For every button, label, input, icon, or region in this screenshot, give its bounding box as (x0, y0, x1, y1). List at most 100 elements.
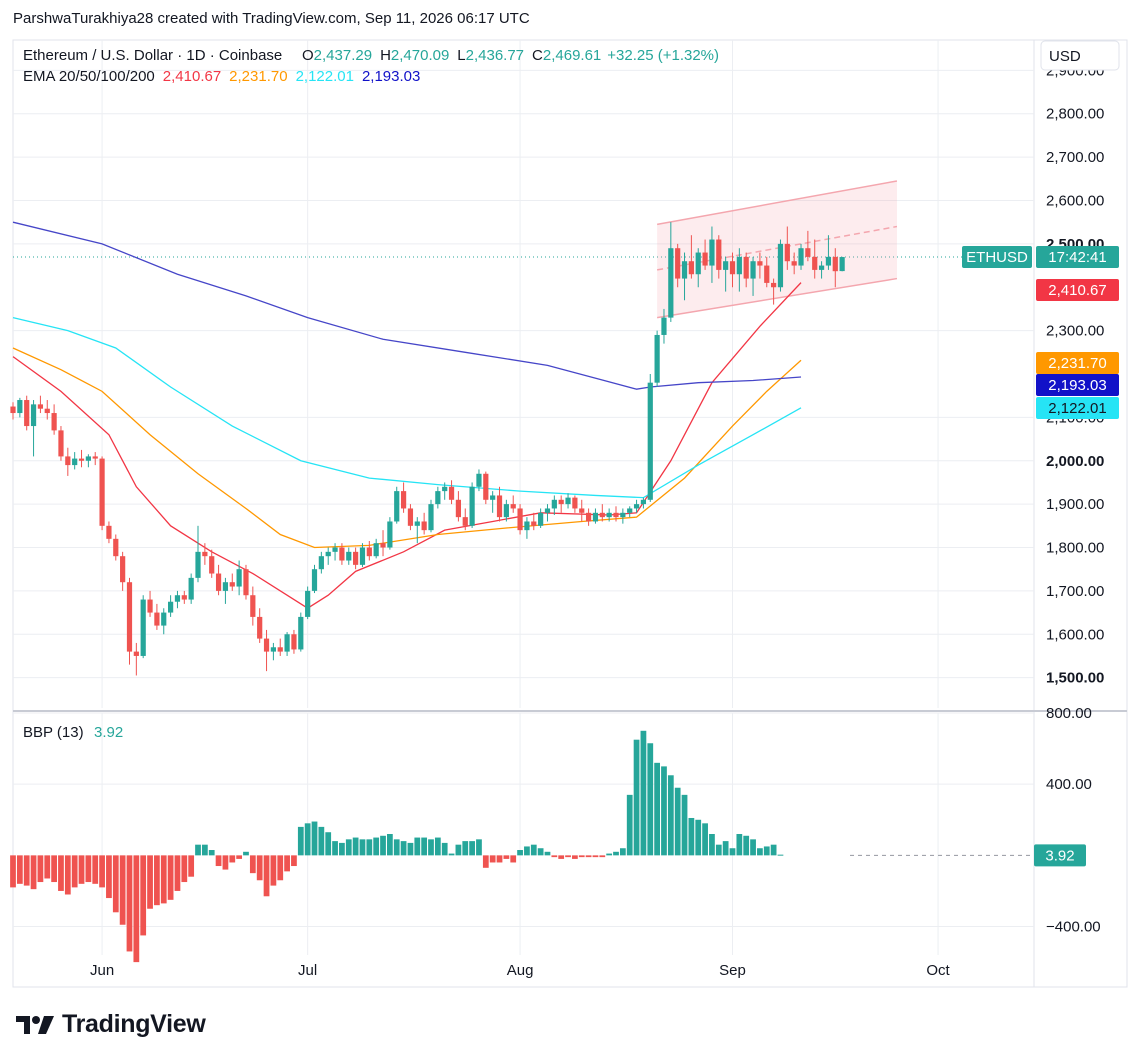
candle (805, 230, 811, 262)
candle (243, 564, 249, 600)
bbp-bar (277, 855, 284, 881)
bbp-bar (476, 839, 482, 856)
candle-body (92, 456, 98, 459)
candle (332, 543, 338, 561)
bbp-bar (92, 855, 99, 884)
candle (195, 525, 201, 583)
bbp-bar (407, 842, 414, 856)
bbp-bar (537, 848, 544, 856)
candle (106, 521, 112, 544)
bbp-bar (10, 855, 16, 888)
bbp-bar (119, 855, 126, 925)
ema100-badge: 2,122.01 (1036, 397, 1119, 419)
candle-body (832, 256, 838, 272)
ticker-badge: ETHUSD (962, 246, 1032, 269)
candle-body (647, 382, 653, 500)
chart-frame (12, 39, 1128, 988)
bbp-bar (263, 855, 270, 897)
candle (798, 243, 804, 270)
candle (126, 577, 133, 665)
candle-body (284, 634, 290, 652)
candle (78, 449, 85, 468)
price-tick-label: 2,000.00 (1046, 453, 1104, 470)
candle (188, 573, 194, 604)
price-tick-label: 2,600.00 (1046, 192, 1104, 209)
currency-button[interactable] (1040, 40, 1120, 71)
channel-lower-line (657, 277, 898, 319)
candle (476, 469, 482, 492)
bbp-bar (30, 855, 37, 890)
candle-body (428, 504, 434, 531)
bbp-bar (414, 837, 421, 856)
candle-body (161, 612, 167, 626)
bbp-bar (633, 739, 640, 856)
candle-body (318, 556, 324, 570)
candle-body (483, 473, 489, 500)
candle (579, 499, 585, 522)
bbp-bar (380, 835, 386, 856)
bbp-bar (743, 835, 750, 856)
bbp-bar (434, 837, 441, 856)
bbp-bar (428, 839, 434, 856)
candle-body (346, 551, 352, 561)
bbp-bar (640, 730, 647, 856)
candle-body (65, 456, 71, 466)
bbp-bar (291, 855, 297, 867)
candle-body (654, 334, 660, 383)
ema200-badge-bg (1036, 374, 1119, 396)
candle (215, 564, 222, 596)
candle (30, 400, 37, 457)
candle-body (291, 634, 297, 650)
ema-legend-label: EMA 20/50/100/200 (23, 68, 155, 85)
bbp-bar (373, 837, 380, 856)
tradingview-logo-icon (16, 1015, 54, 1034)
ohlc-key-h: H (380, 47, 391, 64)
tradingview-brand[interactable]: TradingView (14, 1010, 206, 1039)
date-tick-label: Jul (298, 962, 317, 979)
date-tick-label: Oct (926, 962, 950, 979)
candle-body (771, 282, 777, 288)
candle-body (544, 508, 551, 513)
candle-body (215, 573, 222, 591)
ema200-badge-text: 2,193.03 (1048, 377, 1106, 394)
candle (565, 493, 571, 509)
bbp-bar (345, 839, 352, 856)
bbp-bar (270, 855, 277, 886)
candle (654, 330, 660, 388)
symbol-title[interactable]: Ethereum / U.S. Dollar · 1D · Coinbase (23, 47, 282, 64)
countdown-badge-text: 17:42:41 (1048, 249, 1106, 266)
candle-body (709, 239, 715, 266)
candle (764, 256, 770, 288)
candle (174, 590, 181, 609)
candle-body (702, 252, 708, 266)
bbp-tick-label: 400.00 (1046, 776, 1092, 793)
bbp-legend-label[interactable]: BBP (13) (23, 724, 84, 741)
bbp-bar (78, 855, 85, 884)
candle-body (243, 569, 249, 596)
bbp-bar (626, 794, 633, 856)
bbp-bar (757, 848, 763, 856)
ema50-badge-text: 2,231.70 (1048, 355, 1106, 372)
candle-body (133, 651, 139, 656)
candle-body (510, 504, 516, 509)
candle-body (695, 252, 701, 275)
candle (633, 499, 640, 513)
ema-lines (12, 221, 802, 610)
candle-body (620, 512, 626, 518)
candle (455, 491, 462, 522)
ema-legend[interactable]: EMA 20/50/100/200 2,410.67 2,231.70 2,122.0… (23, 68, 420, 85)
bbp-bar (106, 855, 112, 899)
currency-label: USD (1049, 48, 1081, 65)
candle-body (17, 400, 23, 414)
price-badges: ETHUSD 17:42:41 2,410.67 2,231.70 2,193.03 2,… (962, 246, 1119, 867)
candle-body (839, 257, 845, 272)
candle (113, 534, 119, 561)
bbp-bar (777, 854, 784, 856)
parallel-channel[interactable] (656, 180, 898, 319)
ema-legend-value-1: 2,231.70 (229, 68, 287, 85)
ema-line-ema100 (12, 316, 802, 499)
bbp-bar (496, 855, 503, 863)
candle-body (120, 556, 126, 583)
bbp-bar (750, 839, 756, 856)
